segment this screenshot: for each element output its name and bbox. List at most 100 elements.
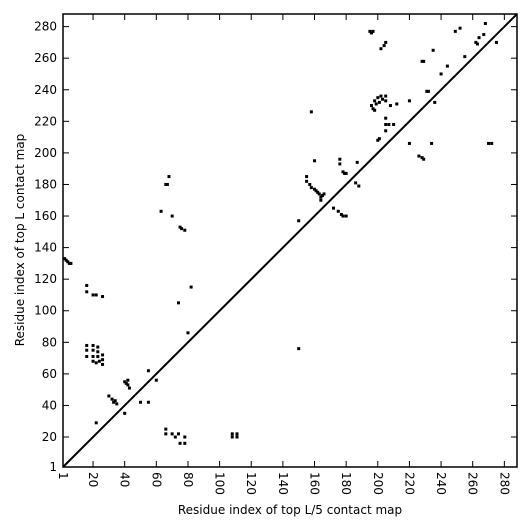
contact-point (164, 427, 168, 431)
plot-frame (62, 13, 518, 468)
contact-point (164, 432, 168, 436)
contact-point (420, 156, 424, 160)
x-tick-label: 200 (371, 472, 385, 495)
y-tick-label: 280 (34, 20, 57, 34)
contact-point (388, 104, 392, 108)
contact-point (230, 432, 234, 436)
contact-point (178, 441, 182, 445)
contact-point (115, 402, 119, 406)
x-axis-label: Residue index of top L/5 contact map (178, 503, 402, 517)
contact-point (343, 171, 347, 175)
contact-point (384, 94, 388, 98)
contact-point (430, 141, 434, 145)
contact-point (183, 441, 187, 445)
contact-point (154, 378, 158, 382)
contact-point (91, 355, 95, 359)
contact-point (483, 21, 487, 25)
contact-point (66, 260, 70, 264)
contact-point (482, 33, 486, 37)
contact-point (85, 343, 89, 347)
contact-point (417, 154, 421, 158)
contact-point (126, 378, 130, 382)
contact-point (101, 295, 105, 299)
contact-point (463, 55, 467, 59)
contact-point (96, 355, 100, 359)
contact-point (392, 122, 396, 126)
contact-point (384, 129, 388, 133)
contact-point (474, 40, 478, 44)
contact-point (180, 227, 184, 231)
contact-point (178, 225, 182, 229)
contact-point (407, 99, 411, 103)
x-tick-label: 280 (497, 472, 511, 495)
x-tick-label: 20 (86, 472, 100, 487)
contact-point (379, 94, 383, 98)
y-tick-label: 80 (42, 335, 57, 349)
contact-point (85, 290, 89, 294)
contact-point (384, 99, 388, 103)
contact-point (189, 285, 193, 289)
contact-point (97, 359, 101, 363)
contact-point (322, 192, 326, 196)
contact-point (377, 137, 381, 141)
contact-point (458, 26, 462, 30)
contact-point (94, 361, 98, 365)
x-tick-label: 140 (276, 472, 290, 495)
contact-point (426, 89, 430, 93)
y-axis-label: Residue index of top L contact map (13, 134, 27, 347)
diagonal (62, 13, 518, 468)
contact-point (431, 48, 435, 52)
contact-point (354, 181, 358, 185)
y-tick-label: 60 (42, 367, 57, 381)
contact-point (170, 432, 174, 436)
contact-point (123, 411, 127, 415)
contact-point (101, 358, 105, 362)
contact-point (371, 107, 375, 111)
contact-point (336, 209, 340, 213)
contact-point (319, 198, 323, 202)
contact-point (165, 182, 169, 186)
y-tick-label: 40 (42, 398, 57, 412)
y-tick-label: 1 (49, 460, 57, 474)
contact-point (487, 141, 491, 145)
contact-point (422, 157, 426, 161)
contact-point (395, 102, 399, 106)
contact-point (384, 40, 388, 44)
contact-point (96, 345, 100, 349)
contact-point (475, 42, 479, 46)
contact-point (339, 212, 343, 216)
contact-point (112, 400, 116, 404)
contact-point (407, 141, 411, 145)
contact-point (338, 162, 342, 166)
contact-point (490, 141, 494, 145)
contact-point (477, 36, 481, 40)
contact-point (176, 301, 180, 305)
contact-point (332, 206, 336, 210)
contact-point (382, 44, 386, 48)
contact-point (91, 293, 95, 297)
contact-point (494, 40, 498, 44)
contact-point (422, 59, 426, 63)
contact-point (368, 29, 372, 33)
contact-point (369, 31, 373, 35)
contact-point (123, 380, 127, 384)
contact-point (425, 89, 429, 93)
x-tick-label: 260 (466, 472, 480, 495)
contact-point (230, 435, 234, 439)
contact-point (139, 400, 143, 404)
x-tick-label: 240 (434, 472, 448, 495)
contact-point (94, 293, 98, 297)
contact-point (183, 435, 187, 439)
contact-point (374, 102, 378, 106)
x-tick-label: 80 (181, 472, 195, 487)
contact-point (101, 353, 105, 357)
contact-point (85, 355, 89, 359)
contact-point (387, 122, 391, 126)
contact-point (101, 362, 105, 366)
contact-point (127, 386, 131, 390)
x-tick-label: 40 (118, 472, 132, 487)
x-tick-label: 1 (56, 472, 70, 480)
contact-point (341, 214, 345, 218)
y-tick-label: 140 (34, 241, 57, 255)
contact-point (341, 170, 345, 174)
